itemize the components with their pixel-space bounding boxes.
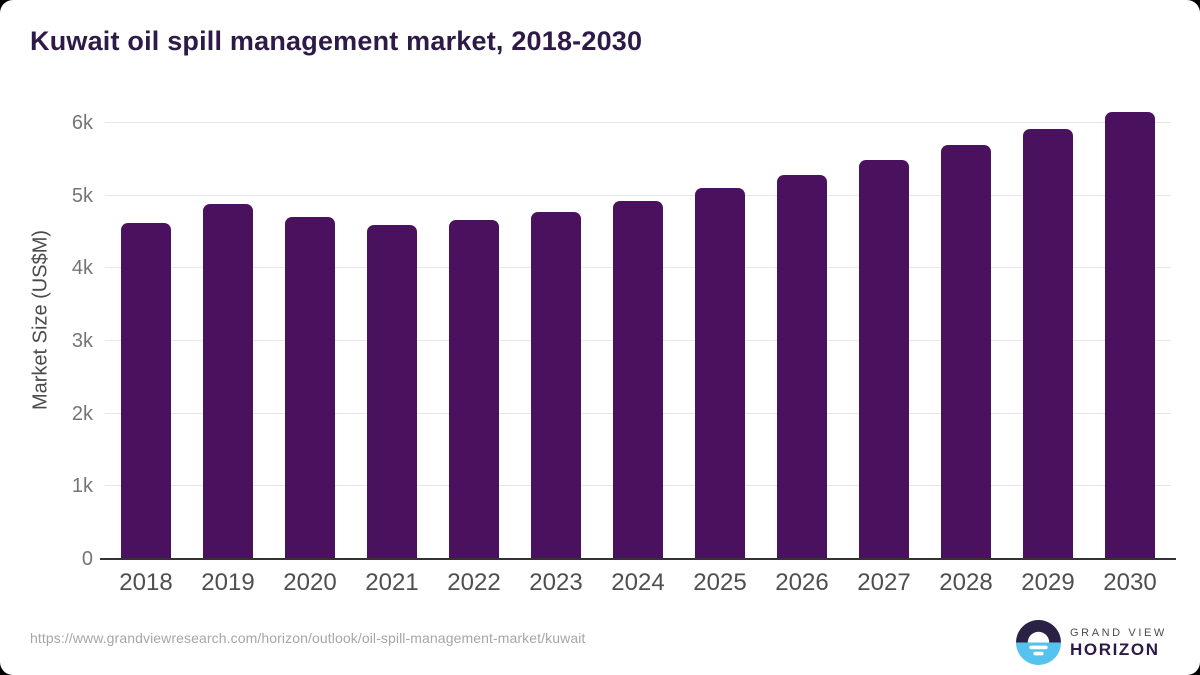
gridline-5k — [105, 194, 1171, 196]
bar-2030 — [1105, 112, 1155, 559]
y-tick-label-5k: 5k — [71, 184, 93, 207]
bar-band-2030 — [1089, 90, 1171, 559]
bar-band-2029 — [1007, 90, 1089, 559]
bar-2022 — [449, 220, 499, 559]
bar-2029 — [1023, 128, 1073, 559]
bar-band-2021 — [351, 90, 433, 559]
y-tick-label-4k: 4k — [71, 257, 93, 280]
bar-band-2019 — [187, 90, 269, 559]
brand-name-bottom: HORIZON — [1070, 640, 1160, 659]
bar-2024 — [613, 201, 663, 559]
chart-title: Kuwait oil spill management market, 2018… — [30, 26, 643, 56]
bar-2028 — [941, 144, 991, 559]
brand-wordmark: GRAND VIEW HORIZON — [1070, 626, 1167, 659]
x-tick-label-2023: 2023 — [529, 569, 583, 596]
bar-band-2026 — [761, 90, 843, 559]
x-tick-label-2025: 2025 — [693, 569, 747, 596]
bar-band-2022 — [433, 90, 515, 559]
bar-2021 — [367, 225, 417, 559]
bar-2020 — [285, 217, 335, 559]
bar-2023 — [531, 211, 581, 559]
x-tick-label-2028: 2028 — [939, 569, 993, 596]
x-tick-label-2022: 2022 — [447, 569, 501, 596]
gridline-6k — [105, 122, 1171, 123]
x-axis-labels: 2018 2019 2020 2021 2022 2023 2024 2025 2026 2027… — [105, 569, 1171, 597]
bar-band-2020 — [269, 90, 351, 559]
source-url: https://www.grandviewresearch.com/horizo… — [30, 630, 586, 646]
bar-band-2028 — [925, 90, 1007, 559]
x-tick-label-2027: 2027 — [857, 569, 911, 596]
x-tick-label-2021: 2021 — [365, 569, 419, 596]
x-axis-line — [100, 558, 1176, 560]
y-tick-label-3k: 3k — [71, 330, 93, 352]
x-tick-label-2019: 2019 — [201, 569, 255, 596]
bar-band-2027 — [843, 90, 925, 559]
bar-band-2025 — [679, 90, 761, 559]
bar-2025 — [695, 188, 745, 559]
x-tick-label-2024: 2024 — [611, 569, 665, 596]
brand-name-top: GRAND VIEW — [1070, 627, 1167, 639]
y-tick-label-6k: 6k — [71, 112, 93, 134]
bar-2019 — [203, 203, 253, 559]
x-tick-label-2020: 2020 — [283, 569, 337, 596]
bar-band-2024 — [597, 90, 679, 559]
x-tick-label-2029: 2029 — [1021, 569, 1075, 596]
horizon-sun-icon — [1016, 620, 1061, 665]
x-tick-label-2026: 2026 — [775, 569, 829, 596]
bar-2026 — [777, 174, 827, 559]
plot-area — [100, 90, 1176, 560]
bar-2027 — [859, 160, 909, 559]
y-axis-ticks: 0 1k 2k 3k 4k 5k 6k — [0, 90, 93, 570]
y-tick-label-0: 0 — [81, 548, 93, 570]
brand-logo: GRAND VIEW HORIZON — [1016, 620, 1167, 665]
bar-2018 — [121, 222, 171, 559]
x-tick-label-2018: 2018 — [119, 569, 173, 596]
bars — [105, 90, 1171, 559]
bar-band-2023 — [515, 90, 597, 559]
x-tick-label-2030: 2030 — [1103, 569, 1157, 596]
y-tick-label-1k: 1k — [71, 475, 93, 498]
bar-band-2018 — [105, 90, 187, 559]
y-tick-label-2k: 2k — [71, 402, 93, 425]
